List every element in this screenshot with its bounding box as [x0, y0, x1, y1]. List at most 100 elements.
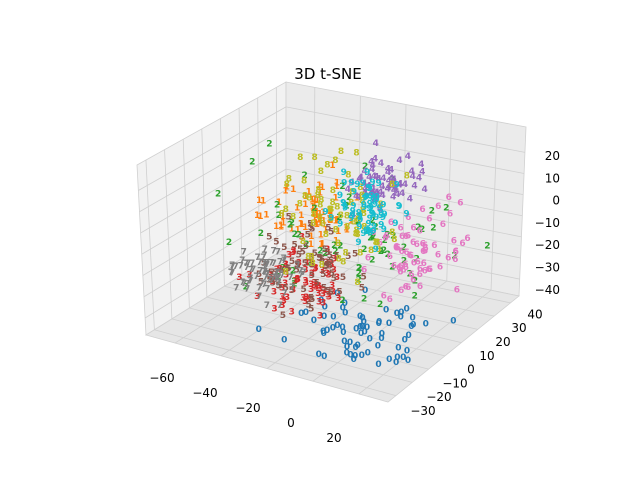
digit-point: 8: [336, 255, 342, 265]
digit-point: 4: [384, 185, 390, 195]
digit-point: 9: [341, 179, 347, 189]
digit-point: 8: [335, 239, 341, 249]
digit-point: 7: [272, 268, 278, 278]
digit-point: 4: [370, 184, 376, 194]
digit-point: 8: [319, 261, 325, 271]
digit-point: 2: [346, 193, 352, 203]
digit-point: 9: [360, 179, 366, 189]
digit-point: 7: [245, 259, 251, 269]
digit-point: 0: [386, 319, 392, 329]
digit-point: 6: [410, 238, 416, 248]
digit-point: 2: [407, 270, 413, 280]
digit-point: 6: [414, 240, 420, 250]
digit-point: 7: [241, 248, 247, 258]
digit-point: 3: [308, 280, 314, 290]
digit-point: 4: [378, 159, 384, 169]
digit-point: 5: [328, 288, 334, 298]
digit-point: 6: [422, 246, 428, 256]
digit-point: 9: [369, 178, 375, 188]
digit-point: 3: [295, 275, 301, 285]
digit-point: 8: [301, 177, 307, 187]
digit-point: 4: [377, 204, 383, 214]
digit-point: 0: [364, 323, 370, 333]
x-grid-line: [220, 262, 359, 357]
digit-point: 4: [391, 175, 397, 185]
digit-point: 2: [377, 300, 383, 310]
digit-point: 4: [361, 167, 367, 177]
digit-point: 7: [248, 265, 254, 275]
digit-point: 2: [291, 279, 297, 289]
digit-point: 1: [276, 198, 282, 208]
digit-point: 2: [361, 295, 367, 305]
digit-point: 4: [391, 182, 397, 192]
y-grid-line: [259, 264, 495, 317]
digit-point: 1: [348, 217, 354, 227]
digit-point: 1: [329, 161, 335, 171]
x-grid-line: [446, 113, 452, 282]
digit-point: 8: [349, 188, 355, 198]
digit-point: 7: [281, 256, 287, 266]
digit-point: 0: [330, 312, 336, 322]
digit-point: 6: [457, 198, 463, 208]
digit-point: 7: [277, 257, 283, 267]
digit-point: 6: [403, 283, 409, 293]
digit-point: 2: [280, 263, 286, 273]
digit-point: 7: [274, 268, 280, 278]
digit-point: 0: [404, 347, 410, 357]
digit-point: 8: [308, 253, 314, 263]
digit-point: 0: [352, 343, 358, 353]
digit-point: 9: [340, 198, 346, 208]
digit-point: 2: [292, 230, 298, 240]
x-tick-label: 0: [287, 416, 295, 430]
digit-point: 3: [274, 265, 280, 275]
digit-point: 1: [312, 195, 318, 205]
digit-point: 5: [314, 278, 320, 288]
digit-point: 3: [271, 305, 277, 315]
digit-point: 9: [367, 214, 373, 224]
digit-point: 9: [357, 215, 363, 225]
digit-point: 0: [408, 322, 414, 332]
y-grid-line: [206, 296, 446, 357]
digit-point: 4: [361, 179, 367, 189]
digit-point: 0: [405, 356, 411, 366]
digit-point: 8: [375, 245, 381, 255]
digit-point: 0: [400, 353, 406, 363]
digit-point: 9: [373, 213, 379, 223]
digit-point: 7: [297, 266, 303, 276]
digit-point: 7: [229, 262, 235, 272]
digit-point: 3: [283, 260, 289, 270]
digit-point: 6: [427, 265, 433, 275]
digit-point: 6: [397, 223, 403, 233]
digit-point: 2: [412, 276, 418, 286]
digit-point: 9: [375, 179, 381, 189]
digit-point: 8: [324, 160, 330, 170]
digit-point: 3: [290, 248, 296, 258]
digit-point: 0: [410, 320, 416, 330]
digit-point: 0: [340, 304, 346, 314]
digit-point: 1: [302, 200, 308, 210]
digit-point: 9: [350, 207, 356, 217]
digit-point: 0: [330, 323, 336, 333]
digit-point: 3: [334, 273, 340, 283]
floor-pane: [145, 247, 520, 403]
digit-point: 1: [280, 212, 286, 222]
digit-point: 3: [282, 279, 288, 289]
digit-point: 8: [344, 223, 350, 233]
digit-point: 3: [302, 297, 308, 307]
digit-point: 3: [279, 284, 285, 294]
digit-point: 9: [378, 211, 384, 221]
digit-point: 5: [328, 257, 334, 267]
digit-point: 9: [342, 202, 348, 212]
digit-point: 0: [450, 317, 456, 327]
digit-point: 6: [437, 262, 443, 272]
digit-point: 2: [276, 211, 282, 221]
digit-point: 1: [314, 196, 320, 206]
digit-point: 6: [431, 241, 437, 251]
digit-point: 5: [268, 268, 274, 278]
digit-point: 3: [236, 273, 242, 283]
y-grid-line: [238, 108, 243, 276]
digit-point: 5: [309, 295, 315, 305]
digit-point: 1: [333, 182, 339, 192]
digit-point: 8: [373, 238, 379, 248]
digit-point: 6: [387, 252, 393, 262]
